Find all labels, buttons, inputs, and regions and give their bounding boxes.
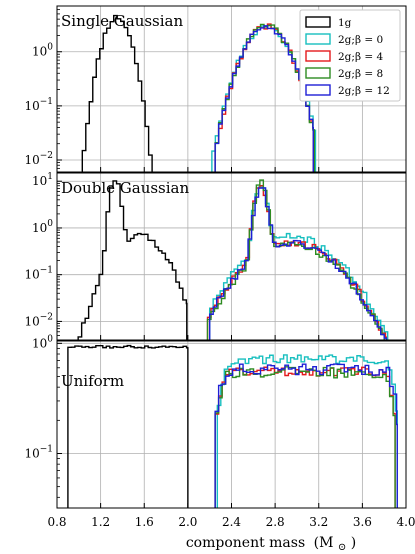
x-tick-label: 2.0 <box>178 515 197 529</box>
histogram-series-4 <box>214 25 314 172</box>
panel-label: Uniform <box>61 372 124 390</box>
legend-label: 2g;β = 0 <box>338 34 383 46</box>
y-tick-label: 101 <box>32 172 53 188</box>
y-tick-exp: −2 <box>40 312 53 322</box>
y-tick-base: 10 <box>32 45 47 59</box>
x-axis: 0.8 1.2 1.6 2.0 2.4 2.8 3.2 3.6 4.0 <box>47 515 415 529</box>
y-tick-exp: −1 <box>40 266 53 276</box>
y-tick-label: 10−1 <box>24 266 53 282</box>
x-axis-label-symbol: (M <box>314 535 334 551</box>
histograms <box>81 14 317 172</box>
panel-label: Double Gaussian <box>61 179 189 197</box>
histogram-series-4 <box>214 363 398 508</box>
x-tick-label: 1.6 <box>135 515 154 529</box>
x-axis-label-text: component mass <box>186 535 305 551</box>
histogram-1g <box>67 344 189 508</box>
legend-label: 2g;β = 12 <box>338 85 390 97</box>
y-tick-base: 10 <box>24 99 39 113</box>
x-axis-label-sub: ⊙ <box>338 542 346 553</box>
x-tick-label: 4.0 <box>396 515 415 529</box>
legend-label: 2g;β = 4 <box>338 51 383 63</box>
x-axis-label-close: ) <box>351 535 356 551</box>
histogram-series-3 <box>206 179 385 340</box>
legend-label: 2g;β = 8 <box>338 68 383 80</box>
y-tick-base: 10 <box>32 336 47 350</box>
histogram-series-2 <box>214 23 314 172</box>
y-tick-exp: 0 <box>47 43 53 53</box>
x-axis-label: component mass (M ⊙ ) <box>186 535 356 554</box>
y-tick-base: 10 <box>32 174 47 188</box>
x-tick-label: 3.6 <box>353 515 372 529</box>
legend: 1g 2g;β = 0 2g;β = 4 2g;β = 8 2g;β = 12 <box>299 9 401 102</box>
histogram-1g <box>77 180 188 340</box>
x-tick-label: 1.2 <box>91 515 110 529</box>
y-tick-exp: −2 <box>40 151 53 161</box>
y-tick-label: 10−2 <box>24 312 53 328</box>
panel-label: Single Gaussian <box>61 12 184 30</box>
legend-swatch <box>305 67 331 79</box>
legend-swatch <box>305 50 331 62</box>
histogram-series-4 <box>208 187 388 340</box>
y-tick-exp: 1 <box>47 172 53 182</box>
x-tick-label: 2.8 <box>266 515 285 529</box>
x-tick-label: 0.8 <box>47 515 66 529</box>
y-tick-base: 10 <box>32 221 47 235</box>
x-tick-label: 2.4 <box>222 515 241 529</box>
histogram-series-2 <box>206 185 388 340</box>
x-tick-label: 3.2 <box>309 515 328 529</box>
legend-swatch <box>305 33 331 45</box>
y-tick-exp: 0 <box>47 219 53 229</box>
y-tick-exp: −1 <box>40 444 53 454</box>
y-tick-base: 10 <box>24 446 39 460</box>
y-tick-base: 10 <box>24 314 39 328</box>
histogram-series-2 <box>214 366 396 508</box>
legend-swatch <box>305 84 331 96</box>
histogram-series-1 <box>216 354 398 508</box>
legend-swatch <box>305 16 331 28</box>
histogram-series-3 <box>214 366 396 508</box>
y-tick-exp: 0 <box>47 334 53 344</box>
y-tick-label: 10−1 <box>24 444 53 460</box>
y-tick-base: 10 <box>24 153 39 167</box>
y-tick-base: 10 <box>24 268 39 282</box>
histograms <box>77 179 389 340</box>
y-tick-label: 100 <box>32 334 53 350</box>
y-tick-label: 10−2 <box>24 151 53 167</box>
legend-label: 1g <box>338 17 352 29</box>
y-tick-label: 10−1 <box>24 97 53 113</box>
y-tick-exp: −1 <box>40 97 53 107</box>
y-tick-label: 100 <box>32 43 53 59</box>
histograms <box>67 344 398 508</box>
histogram-1g <box>81 14 153 172</box>
y-tick-label: 100 <box>32 219 53 235</box>
